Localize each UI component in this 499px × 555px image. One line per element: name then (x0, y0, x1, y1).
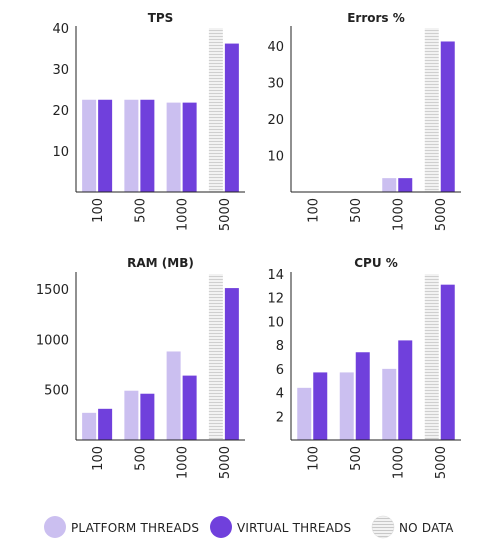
chart-3-xtick-5000: 5000 (218, 446, 233, 479)
chart-3-bar-virtual-1000 (182, 375, 197, 440)
chart-3-bar-platform-100 (82, 412, 97, 440)
chart-1-bar-platform-100 (82, 99, 97, 192)
chart-1-bar-virtual-1000 (182, 102, 197, 192)
chart-1-bar-platform-1000 (166, 102, 181, 192)
charts-area: TPS 100 500 1000 5000 10 20 30 40 Errors % 100 500 1… (36, 11, 461, 479)
chart-2-ytick-40: 40 (267, 40, 284, 55)
chart-1-ytick-30: 30 (52, 63, 69, 78)
chart-2-ytick-10: 10 (267, 150, 284, 165)
chart-4-ytick-14: 14 (267, 268, 284, 283)
chart-4-bar-platform-500 (339, 372, 354, 440)
legend-swatch-nodata (371, 515, 395, 539)
chart-3-ytick-1000: 1000 (36, 333, 69, 348)
chart-4-xtick-100: 100 (306, 446, 321, 471)
chart-4-ytick-4: 4 (276, 387, 284, 402)
chart-3-ytick-500: 500 (44, 384, 69, 399)
chart-4-bar-virtual-100 (313, 372, 328, 440)
chart-4-bar-virtual-5000 (440, 284, 455, 440)
chart-4-bar-virtual-1000 (398, 340, 413, 440)
chart-4-bar-platform-100 (297, 387, 312, 440)
chart-2-xtick-5000: 5000 (434, 198, 449, 231)
chart-3-ytick-1500: 1500 (36, 283, 69, 298)
chart-1-xtick-5000: 5000 (218, 198, 233, 231)
chart-3-bar-nodata-5000 (208, 274, 223, 440)
chart-4-bar-nodata-5000 (424, 274, 439, 440)
legend-swatch-platform (44, 516, 66, 538)
chart-3-xtick-100: 100 (91, 446, 106, 471)
chart-2-bar-nodata-5000 (424, 28, 439, 192)
chart-4-bar-virtual-500 (355, 352, 370, 440)
chart-4-ytick-2: 2 (276, 410, 284, 425)
chart-4-ytick-8: 8 (276, 339, 284, 354)
chart-1-bar-virtual-5000 (224, 43, 239, 192)
chart-2-bar-platform-1000 (382, 178, 397, 192)
chart-3-bar-virtual-5000 (224, 288, 239, 440)
chart-2-bar-virtual-5000 (440, 41, 455, 193)
chart-1-bar-platform-500 (124, 99, 139, 192)
chart-4-ytick-6: 6 (276, 363, 284, 378)
chart-legend: PLATFORM THREADS VIRTUAL THREADS NO DATA (44, 515, 454, 539)
chart-1-xtick-500: 500 (133, 198, 148, 223)
chart-3-xtick-1000: 1000 (176, 446, 191, 479)
chart-1-ytick-20: 20 (52, 104, 69, 119)
chart-1-ytick-40: 40 (52, 22, 69, 37)
chart-1-bar-nodata-5000 (208, 28, 223, 192)
legend-label-virtual: VIRTUAL THREADS (237, 521, 351, 535)
chart-3-xtick-500: 500 (133, 446, 148, 471)
chart-1-bar-virtual-500 (140, 99, 155, 192)
chart-1-title: TPS (148, 11, 174, 25)
chart-3-bar-virtual-100 (98, 408, 113, 440)
chart-4-xtick-5000: 5000 (434, 446, 449, 479)
chart-3-bar-virtual-500 (140, 393, 155, 440)
chart-1-bar-virtual-100 (98, 99, 113, 192)
legend-label-platform: PLATFORM THREADS (71, 521, 199, 535)
chart-4-title: CPU % (354, 256, 398, 270)
chart-2-bar-virtual-1000 (398, 178, 413, 192)
chart-4-bar-platform-1000 (382, 368, 397, 440)
chart-1-xtick-1000: 1000 (176, 198, 191, 231)
chart-1-xtick-100: 100 (91, 198, 106, 223)
chart-1-ytick-10: 10 (52, 145, 69, 160)
chart-2-title: Errors % (347, 11, 405, 25)
legend-label-nodata: NO DATA (399, 521, 454, 535)
chart-2-ytick-20: 20 (267, 113, 284, 128)
chart-4-ytick-12: 12 (267, 292, 284, 307)
chart-4-xtick-1000: 1000 (391, 446, 406, 479)
chart-2-ytick-30: 30 (267, 77, 284, 92)
chart-2-xtick-500: 500 (349, 198, 364, 223)
chart-4-xtick-500: 500 (349, 446, 364, 471)
chart-4-ytick-10: 10 (267, 315, 284, 330)
chart-3-title: RAM (MB) (127, 256, 194, 270)
chart-2-xtick-100: 100 (306, 198, 321, 223)
legend-swatch-virtual (210, 516, 232, 538)
chart-3-bar-platform-1000 (166, 351, 181, 440)
chart-2-xtick-1000: 1000 (391, 198, 406, 231)
chart-3-bar-platform-500 (124, 390, 139, 440)
